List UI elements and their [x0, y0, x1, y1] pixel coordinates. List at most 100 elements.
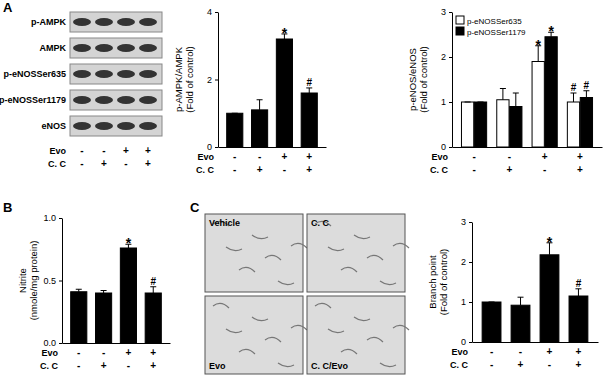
plot-texts: *#	[547, 234, 582, 289]
bar	[511, 305, 530, 342]
blot-band	[117, 70, 135, 78]
tick: 2	[207, 75, 218, 85]
bar	[145, 293, 161, 343]
tick-mark	[449, 147, 452, 148]
chart: 0123*#*#p-eNOSSer635p-eNOSSer1179p-eNOS/…	[407, 7, 603, 175]
blot-label: p-eNOSSer1179	[0, 95, 66, 105]
bar	[510, 107, 522, 148]
y-axis-title: p-eNOS/eNOS	[407, 48, 418, 111]
blot-strip	[70, 90, 162, 110]
tick: 1	[461, 297, 472, 307]
bar	[567, 102, 579, 147]
plot-marks	[227, 34, 318, 147]
tube	[380, 281, 396, 285]
tick-mark	[469, 262, 472, 263]
blot-band	[139, 96, 157, 104]
treatment-sign: -	[102, 347, 105, 358]
tube	[315, 303, 331, 308]
tube	[291, 243, 307, 248]
blot-band	[117, 96, 135, 104]
plot-marks	[71, 244, 162, 343]
tick: 0	[207, 142, 218, 152]
treatment-sign: +	[577, 151, 583, 162]
blot-strip	[70, 64, 162, 84]
tick-mark	[449, 102, 452, 103]
blot-band	[95, 96, 113, 104]
tick-mark	[469, 222, 472, 223]
error-bar	[489, 302, 495, 303]
micrograph	[205, 214, 303, 292]
axis-line	[472, 223, 473, 343]
legend: p-eNOSSer635p-eNOSSer1179	[456, 16, 526, 37]
error-bar	[150, 287, 156, 293]
error-bar	[306, 88, 312, 93]
chart: 0.00.51.0*#Nitrite(nmole/mg protein)Evo-…	[17, 213, 171, 371]
tick-mark	[469, 342, 472, 343]
tick-mark	[59, 281, 62, 282]
treatment-label: Evo	[431, 152, 448, 162]
blot-band	[95, 70, 113, 78]
blot-band	[73, 18, 91, 26]
error-bar	[513, 93, 519, 107]
axis-line	[63, 343, 171, 344]
tick-label: 2	[207, 75, 212, 85]
treatment-sign: +	[306, 151, 312, 162]
blot-label: p-eNOSSer635	[3, 69, 66, 79]
blot-band	[139, 44, 157, 52]
error-bar	[101, 291, 107, 294]
treatment-sign: +	[150, 360, 156, 371]
treatment-sign: +	[123, 145, 129, 156]
treatment-sign: -	[77, 347, 80, 358]
treatment-sign: -	[490, 346, 493, 357]
panel-label: A	[3, 0, 13, 15]
blot-band	[117, 18, 135, 26]
tick-label: 2	[441, 52, 446, 62]
treatment-sign: -	[519, 346, 522, 357]
tick: 3	[441, 7, 452, 17]
plot-marks	[461, 32, 592, 147]
legend-swatch	[456, 16, 464, 24]
treatment-sign: +	[257, 164, 263, 175]
y-axis: 0 2 4	[207, 7, 219, 152]
panel-label: B	[3, 200, 12, 215]
tick-label: 4	[207, 7, 212, 17]
treatment-sign: -	[543, 164, 546, 175]
treatment-sign: -	[508, 151, 511, 162]
treatment-label: Evo	[197, 152, 214, 162]
tick-label: 1	[441, 97, 446, 107]
significance-mark: #	[150, 276, 156, 287]
y-axis: 0123	[461, 217, 473, 347]
blot-band	[73, 122, 91, 130]
error-bar	[465, 102, 471, 103]
tube	[252, 317, 268, 321]
treatment-sign: -	[472, 151, 475, 162]
tick: 0.5	[43, 276, 62, 286]
treatment-sign: +	[281, 151, 287, 162]
tick-label: 0	[207, 142, 212, 152]
treatment-label: C. C	[430, 165, 449, 175]
bar	[461, 102, 473, 147]
bar	[497, 100, 509, 147]
micrograph-label: Evo	[209, 361, 226, 371]
blot-band	[95, 44, 113, 52]
blot-label: eNOS	[41, 121, 66, 131]
panel-label: C	[190, 200, 200, 215]
error-bar	[232, 113, 238, 114]
tick-label: 3	[441, 7, 446, 17]
tick-mark	[215, 147, 218, 148]
bar	[252, 110, 268, 147]
blot-strip	[70, 38, 162, 58]
treatment-sign: -	[102, 145, 105, 156]
treatment-sign: +	[576, 359, 582, 370]
tick: 1	[441, 97, 452, 107]
treatment-sign: +	[518, 359, 524, 370]
treatment-sign: +	[101, 158, 107, 169]
plot-texts: *#	[282, 25, 313, 88]
blot-band	[139, 18, 157, 26]
treatment-label: Evo	[41, 348, 58, 358]
treatment-label: C. C	[40, 361, 59, 371]
axis-line	[62, 219, 63, 344]
tick: 3	[461, 217, 472, 227]
tick-label: 1.0	[43, 213, 56, 223]
bar	[276, 39, 292, 147]
